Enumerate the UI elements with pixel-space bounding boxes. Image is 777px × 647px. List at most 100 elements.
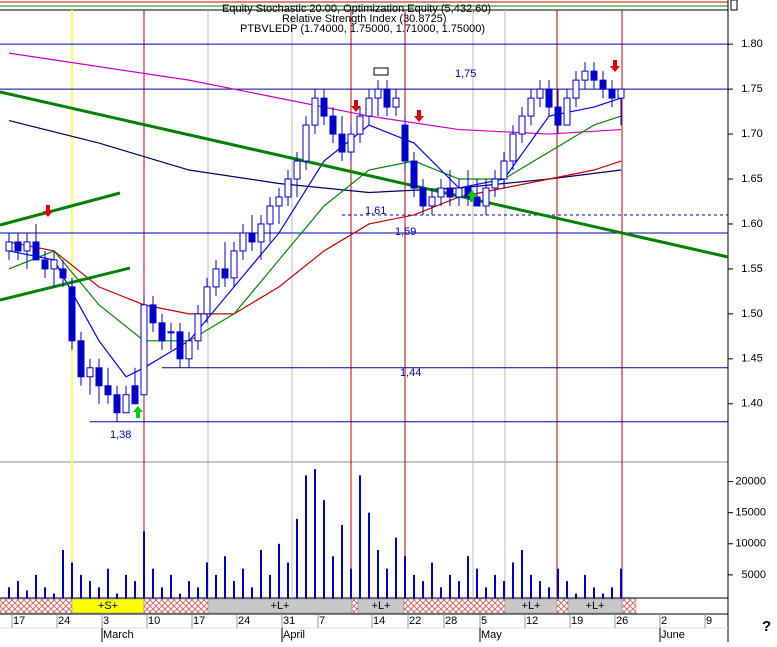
level-label: 1,44	[400, 367, 421, 379]
trendline	[0, 266, 131, 302]
sell-arrow	[43, 205, 53, 217]
candle-body	[374, 88, 382, 99]
month-label: June	[661, 629, 685, 641]
candle-body	[527, 97, 535, 117]
volume-bar	[350, 568, 352, 606]
volume-bar	[269, 574, 271, 606]
candle-body	[275, 196, 283, 207]
candle-body	[455, 187, 463, 198]
volume-bar	[395, 537, 397, 606]
candle-body	[536, 88, 544, 99]
candle-body	[248, 232, 256, 243]
volume-bar	[431, 562, 433, 606]
volume-bar	[422, 581, 424, 606]
buy-arrow	[467, 190, 477, 202]
candle-body	[32, 241, 40, 261]
volume-bar	[593, 587, 595, 606]
volume-bar	[296, 518, 298, 606]
level-label: 1,59	[395, 226, 416, 238]
candle-body	[608, 88, 616, 99]
volume-bar	[440, 587, 442, 606]
volume-bar	[161, 587, 163, 606]
volume-bar	[323, 500, 325, 606]
y-tick-label: 1.50	[741, 308, 762, 320]
candle-body	[113, 394, 121, 414]
candle-body	[284, 178, 292, 198]
moving-average	[8, 115, 622, 342]
candle-body	[392, 97, 400, 108]
volume-bar	[152, 568, 154, 606]
x-tick-label: 26	[616, 615, 628, 627]
candle-body	[59, 268, 67, 279]
candle-body	[428, 196, 436, 207]
volume-bar	[17, 581, 19, 606]
volume-bar	[377, 550, 379, 606]
candle-body	[347, 133, 355, 153]
moving-average	[8, 119, 622, 194]
volume-bar	[386, 568, 388, 606]
signal-segment	[403, 598, 506, 614]
candle-body	[68, 286, 76, 342]
candle-body	[356, 115, 364, 135]
candle-body	[194, 313, 202, 342]
volume-bar	[566, 581, 568, 606]
x-tick-label: 19	[571, 615, 583, 627]
y-tick-label: 10000	[735, 538, 766, 550]
volume-bar	[233, 581, 235, 606]
volume-bar	[485, 587, 487, 606]
volume-bar	[107, 568, 109, 606]
volume-bar	[26, 590, 28, 606]
candle-body	[140, 304, 148, 396]
candle-body	[122, 394, 130, 414]
candle-body	[401, 124, 409, 162]
volume-bar	[80, 574, 82, 606]
volume-bar	[206, 562, 208, 606]
volume-bar	[557, 568, 559, 606]
x-tick-label: 28	[445, 615, 457, 627]
volume-bar	[314, 469, 316, 606]
month-label: April	[283, 629, 305, 641]
candles	[5, 62, 625, 422]
candle-body	[581, 70, 589, 81]
signal-bar: +S+ +L+ +L+ +L+ +L+	[0, 598, 637, 614]
volume-bar	[134, 581, 136, 606]
levels: 1,75 1,61 1,59 1,44 1,38	[0, 43, 728, 441]
trendlines	[0, 90, 729, 302]
candle-body	[131, 385, 139, 405]
volume-bar	[539, 581, 541, 606]
signal-label: +L+	[522, 600, 541, 612]
volume-bar	[548, 587, 550, 606]
month-label: May	[481, 629, 502, 641]
candle-body	[203, 286, 211, 315]
signal-segment	[556, 598, 569, 614]
y-tick-label: 20000	[735, 475, 766, 487]
x-tick-label: 24	[238, 615, 250, 627]
volume-bar	[44, 587, 46, 606]
level-label: 1,61	[365, 205, 386, 217]
volume-bar	[125, 574, 127, 606]
candle-body	[149, 304, 157, 324]
candle-body	[329, 115, 337, 135]
y-tick-label: 1.40	[741, 398, 762, 410]
pane-button[interactable]	[730, 0, 738, 11]
volume-bar	[215, 574, 217, 606]
volume-bar	[98, 587, 100, 606]
y-tick-label: 15000	[735, 507, 766, 519]
candle-body	[518, 115, 526, 135]
help-button[interactable]: ?	[762, 618, 771, 635]
level-label: 1,75	[455, 68, 476, 80]
candle-body	[257, 223, 265, 243]
volume-bar	[359, 475, 361, 606]
volume-bar	[503, 581, 505, 606]
candle-body	[491, 178, 499, 189]
moving-average	[8, 97, 622, 378]
month-label: March	[103, 629, 134, 641]
volume-bar	[188, 581, 190, 606]
candle-body	[230, 250, 238, 279]
volume-bar	[251, 587, 253, 606]
volume-bar	[287, 562, 289, 606]
x-tick-label: 3	[103, 615, 109, 627]
volume-bar	[71, 562, 73, 606]
volume-bar	[332, 556, 334, 606]
